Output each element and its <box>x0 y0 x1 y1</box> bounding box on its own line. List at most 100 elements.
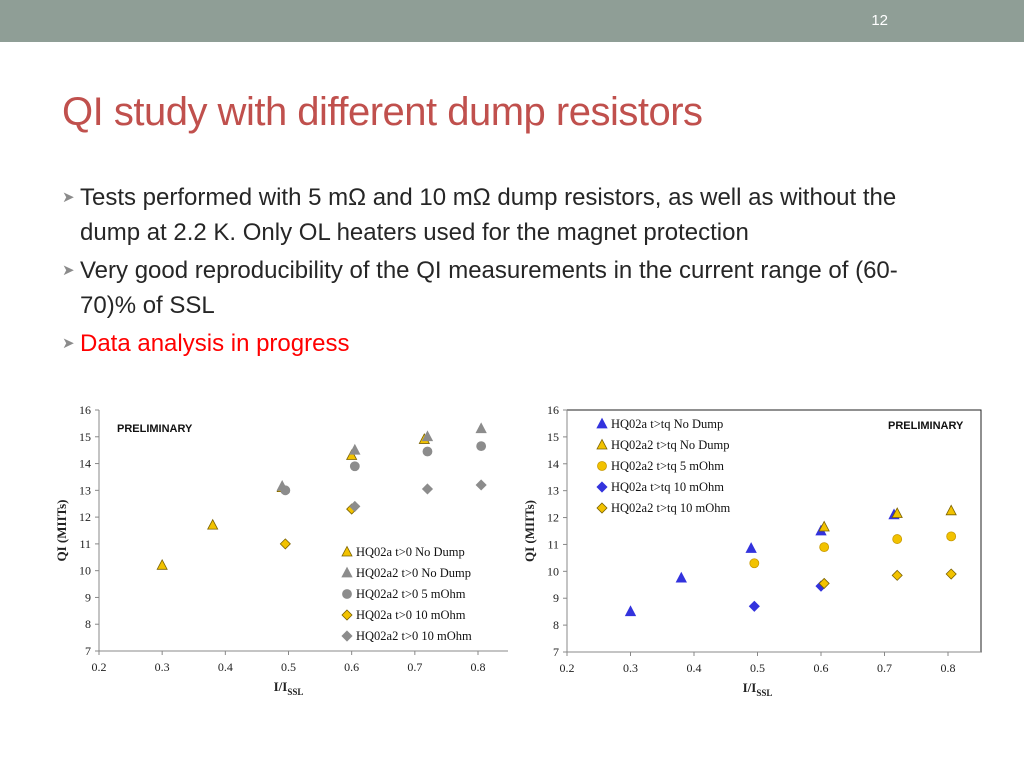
bullet-text: Data analysis in progress <box>80 330 350 357</box>
preliminary-annotation: PRELIMINARY <box>117 423 193 435</box>
data-point <box>945 504 957 516</box>
legend-label: HQ02a t>0 10 mOhm <box>356 608 466 622</box>
bullet-item: ➤ Very good reproducibility of the QI me… <box>62 253 932 323</box>
legend-label: HQ02a2 t>0 10 mOhm <box>356 629 472 643</box>
series-3 <box>749 531 957 569</box>
data-point <box>349 461 360 472</box>
x-axis-label: I/ISSL <box>274 679 304 697</box>
y-tick-label: 15 <box>79 430 91 444</box>
y-tick-label: 7 <box>553 645 559 659</box>
data-point <box>818 520 830 532</box>
data-point <box>422 446 433 457</box>
legend-label: HQ02a2 t>tq No Dump <box>611 438 730 452</box>
y-tick-label: 13 <box>79 483 91 497</box>
y-axis-label: QI (MIITs) <box>54 499 69 561</box>
arrow-bullet-icon: ➤ <box>62 262 75 279</box>
data-point <box>156 558 168 570</box>
x-tick-label: 0.2 <box>92 660 107 674</box>
y-tick-label: 14 <box>547 457 559 471</box>
data-point <box>475 422 487 434</box>
chart-right: 7 8 9 10 11 12 13 14 15 16 0.2 0.3 0.4 0.5 0.6 0.7 0.8 QI… <box>522 403 982 698</box>
x-tick-label: 0.6 <box>814 661 829 675</box>
x-tick-label: 0.3 <box>623 661 638 675</box>
legend-label: HQ02a2 t>tq 5 mOhm <box>611 459 724 473</box>
legend-label: HQ02a2 t>0 No Dump <box>356 566 471 580</box>
data-point <box>818 577 830 589</box>
series-2 <box>818 504 957 532</box>
data-point <box>207 518 219 530</box>
y-tick-label: 15 <box>547 430 559 444</box>
legend-label: HQ02a2 t>0 5 mOhm <box>356 587 466 601</box>
x-tick-label: 0.6 <box>344 660 359 674</box>
legend-marker <box>596 438 608 450</box>
data-point <box>624 605 637 617</box>
bullet-list: ➤ Tests performed with 5 mΩ and 10 mΩ du… <box>62 180 932 364</box>
legend-marker <box>341 609 353 621</box>
legend-marker <box>341 630 353 642</box>
data-point <box>421 483 434 495</box>
y-tick-label: 13 <box>547 484 559 498</box>
y-tick-label: 8 <box>85 617 91 631</box>
y-tick-label: 16 <box>79 403 91 417</box>
bullet-text: Very good reproducibility of the QI meas… <box>80 257 898 319</box>
x-tick-label: 0.7 <box>407 660 422 674</box>
x-tick-label: 0.2 <box>560 661 575 675</box>
x-axis-label: I/ISSL <box>743 680 773 698</box>
x-tick-label: 0.4 <box>218 660 233 674</box>
header-bar: 12 <box>0 0 1024 42</box>
x-tick-label: 0.8 <box>941 661 956 675</box>
legend-marker <box>596 481 608 493</box>
legend-label: HQ02a t>0 No Dump <box>356 545 465 559</box>
series-3 <box>280 441 487 496</box>
data-point <box>421 430 434 442</box>
legend-marker <box>596 502 608 514</box>
y-tick-label: 8 <box>553 618 559 632</box>
y-tick-label: 10 <box>79 564 91 578</box>
legend-label: HQ02a2 t>tq 10 mOhm <box>611 501 730 515</box>
bullet-text: Tests performed with 5 mΩ and 10 mΩ dump… <box>80 184 897 246</box>
data-point <box>892 534 903 544</box>
data-point <box>476 441 487 452</box>
data-point <box>280 485 291 496</box>
series-2 <box>276 422 487 491</box>
legend-marker <box>596 417 608 429</box>
slide-title: QI study with different dump resistors <box>62 90 703 134</box>
y-tick-label: 14 <box>79 457 91 471</box>
data-point <box>749 558 760 569</box>
y-tick-label: 16 <box>547 403 559 417</box>
bullet-item: ➤ Tests performed with 5 mΩ and 10 mΩ du… <box>62 180 932 250</box>
y-tick-label: 11 <box>79 537 91 551</box>
chart-left: 7 8 9 10 11 12 13 14 15 16 0.2 0.3 0.4 0.5 0.6 0.7 0.8 QI… <box>54 403 508 697</box>
y-axis-label: QI (MIITs) <box>522 500 537 562</box>
x-tick-label: 0.3 <box>155 660 170 674</box>
series-5 <box>818 568 957 589</box>
legend-marker <box>341 545 353 557</box>
y-tick-label: 9 <box>553 591 559 605</box>
data-point <box>819 542 830 553</box>
bullet-item: ➤ Data analysis in progress <box>62 326 932 361</box>
preliminary-annotation: PRELIMINARY <box>888 420 964 432</box>
y-tick-label: 9 <box>85 590 91 604</box>
x-tick-label: 0.5 <box>281 660 296 674</box>
data-point <box>279 538 291 550</box>
data-point <box>745 542 757 553</box>
data-point <box>675 571 687 583</box>
x-axis-label-subscript: SSL <box>287 687 303 697</box>
series-4 <box>748 580 827 612</box>
x-tick-label: 0.8 <box>471 660 486 674</box>
y-tick-label: 7 <box>85 644 91 658</box>
legend-marker <box>597 461 607 471</box>
data-point <box>349 500 361 512</box>
y-tick-label: 11 <box>547 537 559 551</box>
y-tick-label: 10 <box>547 564 559 578</box>
series-5 <box>349 479 487 512</box>
x-axis-label-subscript: SSL <box>756 688 772 698</box>
x-tick-label: 0.4 <box>687 661 702 675</box>
legend-marker <box>341 566 353 578</box>
data-point <box>346 449 358 460</box>
series-1 <box>624 508 900 617</box>
x-tick-label: 0.7 <box>877 661 892 675</box>
data-point <box>891 569 903 581</box>
series-4 <box>279 503 358 550</box>
data-point <box>891 507 903 518</box>
